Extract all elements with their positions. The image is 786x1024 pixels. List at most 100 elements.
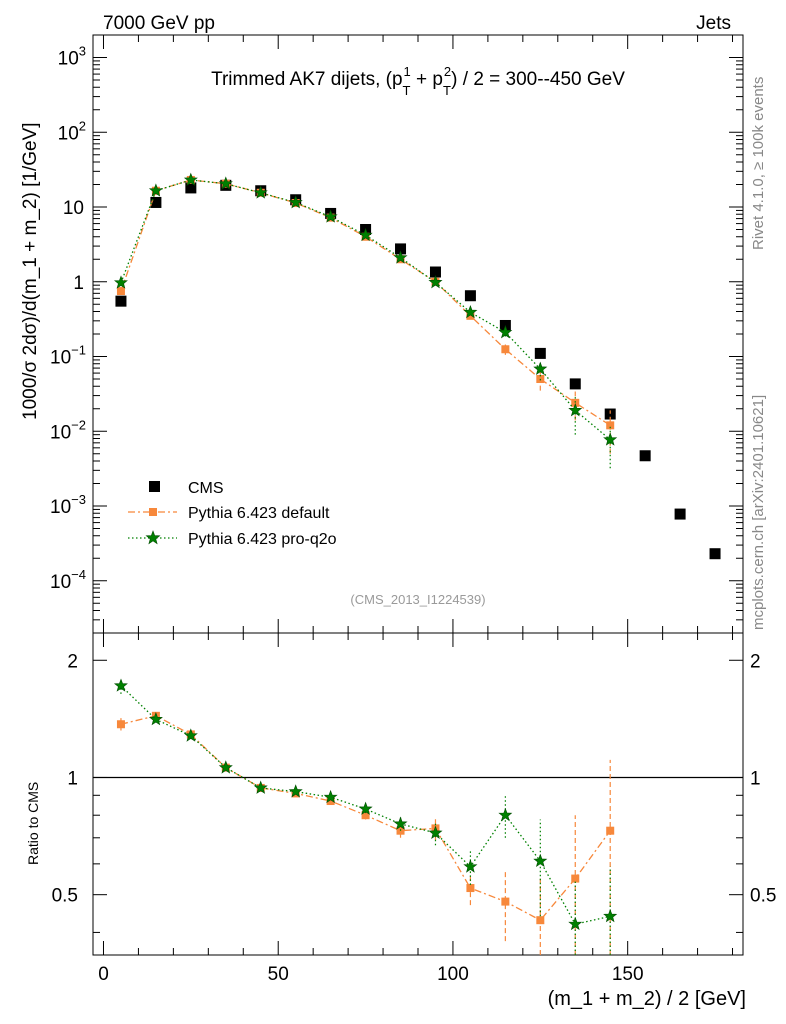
data-point-pythia-proq2o <box>253 185 268 199</box>
data-point-pythia-proq2o <box>533 361 548 375</box>
ratio-plot-frame <box>92 632 744 956</box>
series-pythia-6-423-default <box>116 175 615 454</box>
y-tick-label: 10 <box>63 198 84 219</box>
main-y-tick-labels: 103 102 10 1 10−1 10−2 10−3 10−4 <box>50 44 86 593</box>
data-point-pythia-proq2o <box>323 789 338 804</box>
y-tick-label: 1 <box>73 273 84 294</box>
main-y-axis-label: 1000/σ 2dσ)/d(m_1 + m_2) [1/GeV] <box>20 122 41 420</box>
data-point-pythia-default <box>536 916 545 925</box>
data-point-pythia-default <box>571 874 580 883</box>
y-tick-label: 10−1 <box>50 343 86 369</box>
header-right: Jets <box>696 13 731 34</box>
main-series-layer <box>113 172 721 560</box>
data-point-cms <box>115 295 127 307</box>
legend-marker-cms <box>149 481 160 492</box>
x-tick-label: 100 <box>437 964 469 985</box>
series-line <box>120 179 611 426</box>
data-point-cms <box>534 347 546 359</box>
data-point-pythia-proq2o <box>533 853 548 867</box>
data-point-pythia-default <box>501 345 510 354</box>
y-tick-label: 10−2 <box>50 417 86 443</box>
data-point-pythia-proq2o <box>148 712 163 726</box>
data-point-pythia-proq2o <box>113 275 128 289</box>
data-point-pythia-default <box>116 287 125 296</box>
data-point-pythia-proq2o <box>603 432 618 446</box>
data-point-cms <box>464 290 476 302</box>
ratio-tick-labels: 2 2 1 1 0.5 0.5 0 50 100 150 <box>52 651 777 985</box>
ratio-y-tick-label: 2 <box>67 651 78 672</box>
x-tick-label: 0 <box>98 964 109 985</box>
ratio-y-tick-label-right: 0.5 <box>750 886 776 907</box>
series-pythia-6-423-default <box>116 711 615 955</box>
data-point-pythia-default <box>606 826 615 835</box>
data-point-pythia-proq2o <box>568 403 583 417</box>
data-point-pythia-proq2o <box>358 227 373 242</box>
data-point-pythia-proq2o <box>463 859 478 873</box>
legend-marker-pythia-default <box>149 508 157 516</box>
y-tick-label: 102 <box>58 118 86 144</box>
data-point-pythia-default <box>466 884 475 893</box>
legend: CMS Pythia 6.423 default Pythia 6.423 pr… <box>128 480 337 548</box>
data-point-pythia-default <box>116 720 125 729</box>
data-point-pythia-proq2o <box>288 784 303 798</box>
ratio-y-tick-label-right: 2 <box>750 651 761 672</box>
data-point-pythia-proq2o <box>603 908 618 923</box>
data-point-pythia-proq2o <box>428 275 443 289</box>
data-point-pythia-proq2o <box>463 304 478 319</box>
ratio-y-tick-label: 0.5 <box>52 886 78 907</box>
x-axis-label: (m_1 + m_2) / 2 [GeV] <box>548 988 746 1010</box>
data-point-pythia-proq2o <box>218 176 233 190</box>
data-point-pythia-proq2o <box>393 250 408 264</box>
data-point-cms <box>429 266 441 278</box>
ratio-series-layer <box>113 678 618 955</box>
main-title: Trimmed AK7 dijets, (pT1 + pT2) / 2 = 30… <box>211 64 625 98</box>
data-point-pythia-proq2o <box>323 209 338 223</box>
ratio-y-tick-label-right: 1 <box>750 768 761 789</box>
x-tick-label: 150 <box>612 964 644 985</box>
ratio-y-axis-label: Ratio to CMS <box>25 782 41 865</box>
header-left: 7000 GeV pp <box>103 13 215 34</box>
series-line <box>120 179 611 441</box>
data-point-cms <box>709 548 721 560</box>
y-tick-label: 10−3 <box>50 492 86 518</box>
legend-marker-pythia-proq2o <box>145 530 161 545</box>
data-point-pythia-proq2o <box>393 816 408 830</box>
data-point-cms <box>604 408 616 420</box>
data-point-cms <box>395 243 407 255</box>
data-point-pythia-proq2o <box>288 195 303 209</box>
series-pythia-6-423-pro-q2o <box>113 172 618 469</box>
data-point-pythia-default <box>466 311 475 320</box>
data-point-cms <box>185 182 197 194</box>
legend-label-pythia-proq2o: Pythia 6.423 pro-q2o <box>188 531 337 548</box>
legend-label-cms: CMS <box>188 480 224 497</box>
data-point-pythia-proq2o <box>253 780 268 794</box>
data-point-pythia-proq2o <box>498 807 513 822</box>
data-point-pythia-default <box>571 398 580 407</box>
rivet-version-label: Rivet 4.1.0, ≥ 100k events <box>750 77 767 250</box>
data-point-pythia-default <box>606 421 615 430</box>
y-tick-label: 103 <box>58 44 86 70</box>
main-axis-ticks <box>93 34 743 634</box>
data-point-pythia-proq2o <box>113 678 128 692</box>
data-point-pythia-proq2o <box>498 325 513 339</box>
y-tick-label: 10−4 <box>50 567 86 593</box>
data-point-pythia-default <box>326 797 335 806</box>
data-point-pythia-proq2o <box>428 825 443 839</box>
data-point-pythia-proq2o <box>148 183 163 197</box>
data-point-cms <box>639 450 651 462</box>
data-point-cms <box>674 508 686 520</box>
ratio-axis-ticks <box>93 633 743 955</box>
data-point-pythia-proq2o <box>218 760 233 774</box>
data-point-pythia-proq2o <box>183 728 198 742</box>
data-point-pythia-default <box>501 897 510 906</box>
data-point-pythia-proq2o <box>183 172 198 186</box>
legend-label-pythia-default: Pythia 6.423 default <box>188 505 330 522</box>
series-pythia-6-423-pro-q2o <box>113 678 618 955</box>
ratio-y-tick-label: 1 <box>67 768 78 789</box>
data-point-pythia-proq2o <box>568 916 583 931</box>
data-point-pythia-proq2o <box>358 801 373 815</box>
analysis-watermark: (CMS_2013_I1224539) <box>350 592 485 607</box>
data-point-pythia-default <box>361 811 370 820</box>
mcplots-reference-label: mcplots.cern.ch [arXiv:2401.10621] <box>750 395 767 630</box>
